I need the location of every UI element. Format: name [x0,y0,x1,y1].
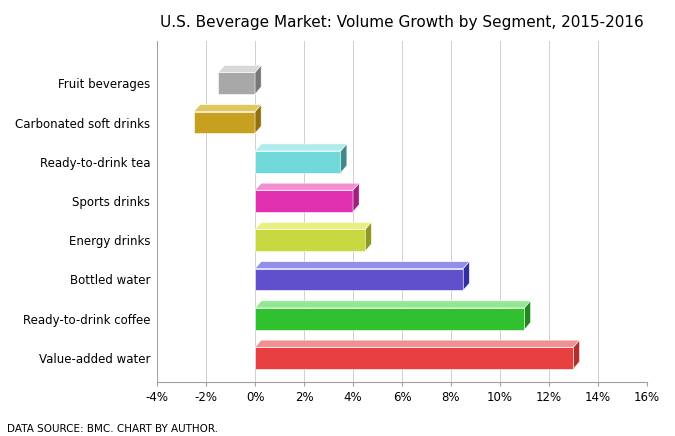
Polygon shape [255,105,261,133]
Polygon shape [255,151,341,173]
Title: U.S. Beverage Market: Volume Growth by Segment, 2015-2016: U.S. Beverage Market: Volume Growth by S… [160,15,644,30]
Polygon shape [524,301,531,330]
Polygon shape [218,65,261,72]
Polygon shape [255,262,469,269]
Polygon shape [255,308,524,330]
Polygon shape [463,262,469,290]
Polygon shape [255,222,371,229]
Polygon shape [255,269,463,290]
Polygon shape [194,112,255,133]
Polygon shape [574,340,580,369]
Text: DATA SOURCE: BMC. CHART BY AUTHOR.: DATA SOURCE: BMC. CHART BY AUTHOR. [7,424,218,434]
Polygon shape [255,144,347,151]
Polygon shape [255,65,261,94]
Polygon shape [255,229,365,251]
Polygon shape [218,72,255,94]
Polygon shape [365,222,371,251]
Polygon shape [255,190,353,212]
Polygon shape [194,105,261,112]
Polygon shape [341,144,347,173]
Polygon shape [353,183,359,212]
Polygon shape [255,301,531,308]
Polygon shape [255,183,359,190]
Polygon shape [255,347,574,369]
Polygon shape [255,340,580,347]
